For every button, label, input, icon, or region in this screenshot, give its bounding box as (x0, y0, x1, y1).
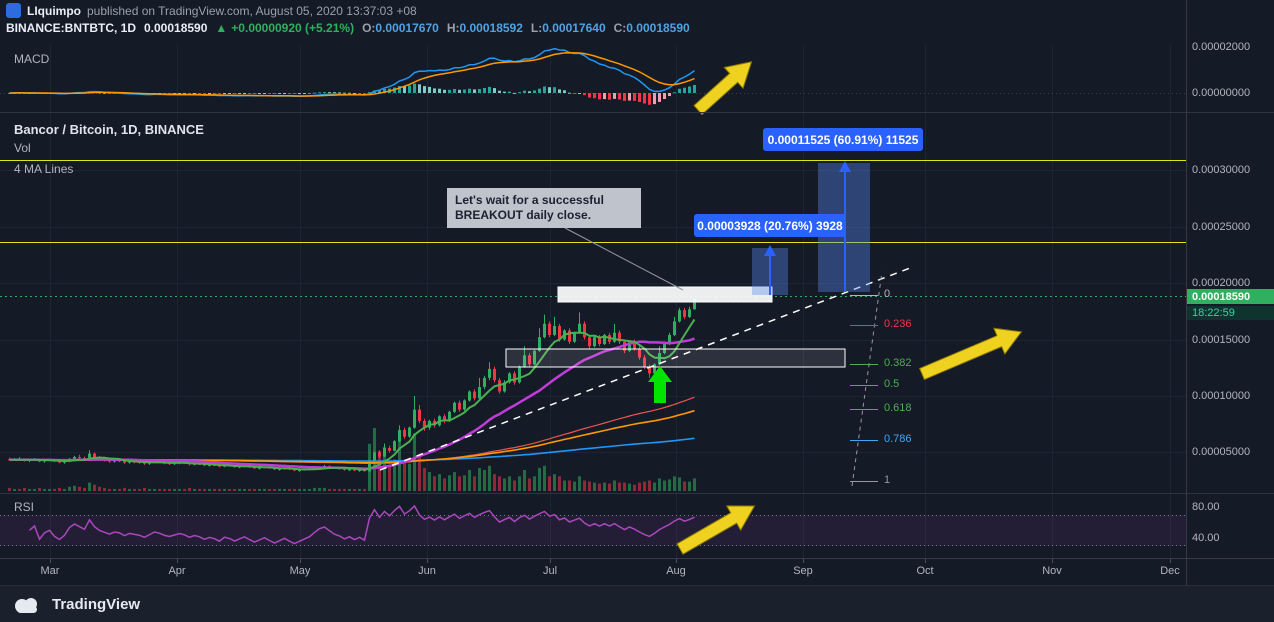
price-range-large-arrowhead-icon (839, 161, 851, 172)
tradingview-brand-text[interactable]: TradingView (52, 596, 141, 613)
time-axis[interactable]: Mar Apr May Jun Jul Aug Sep Oct Nov Dec (0, 558, 1186, 585)
axis-label-price: 0.00030000 (1192, 164, 1251, 176)
yellow-arrow-rsi-icon[interactable] (673, 494, 761, 561)
ma-indicator-label: 4 MA Lines (14, 162, 74, 176)
time-axis-label: Jun (418, 565, 436, 577)
change-text: +0.00000920 (+5.21%) (231, 21, 355, 35)
rsi-panel-label: RSI (14, 500, 35, 514)
rsi-band (0, 515, 1186, 546)
fib-retracement-levels[interactable] (850, 295, 878, 482)
axis-label-rsi-upper: 80.00 (1192, 501, 1220, 513)
fib-trendline[interactable] (851, 271, 883, 487)
callout-line2: BREAKOUT daily close. (455, 208, 592, 222)
axis-label-price: 0.00025000 (1192, 221, 1251, 233)
volume-indicator-label: Vol (14, 141, 31, 155)
price-range-large-label[interactable]: 0.00011525 (60.91%) 11525 (763, 128, 923, 151)
time-axis-label: Oct (916, 565, 934, 577)
candles (8, 298, 696, 472)
last-price-badge: 0.00018590 (1187, 289, 1274, 304)
time-axis-label: Dec (1160, 565, 1180, 577)
price-axis[interactable]: 0.00002000 0.00000000 0.00030000 0.00025… (1186, 0, 1274, 585)
bar-countdown-badge: 18:22:59 (1187, 306, 1274, 320)
axis-label-macd-zero: 0.00000000 (1192, 87, 1251, 99)
time-axis-label: Nov (1042, 565, 1062, 577)
time-axis-label: May (289, 565, 311, 577)
publisher-avatar[interactable] (6, 3, 21, 18)
chart-title: Bancor / Bitcoin, 1D, BINANCE (14, 122, 204, 137)
ohlc-value: 0.00018592 (459, 21, 523, 35)
yellow-arrow-fib-icon[interactable] (917, 319, 1027, 387)
callout-connector-line (564, 227, 684, 291)
publisher-name[interactable]: LIquimpo (27, 3, 81, 18)
axis-label-price: 0.00020000 (1192, 277, 1251, 289)
time-axis-label: Aug (666, 565, 686, 577)
close-value: C:0.00018590 (614, 21, 690, 35)
axis-label-price: 0.00010000 (1192, 390, 1251, 402)
ohlc-value: 0.00017640 (542, 21, 606, 35)
symbol-info-bar: BINANCE:BNTBTC, 1D 0.00018590 ▲ +0.00000… (6, 21, 690, 35)
price-range-small-arrowhead-icon (764, 245, 776, 256)
yellow-arrow-macd-icon[interactable] (689, 51, 761, 120)
ohlc-label: O: (362, 21, 376, 35)
footer-bar: TradingView (0, 585, 1274, 622)
time-axis-label: Mar (40, 565, 60, 577)
price-change: ▲ +0.00000920 (+5.21%) (215, 21, 354, 35)
callout-line1: Let's wait for a successful (455, 193, 604, 207)
macd-plot (8, 47, 696, 105)
moving-average-lines (9, 318, 696, 471)
callout-note[interactable]: Let's wait for a successful BREAKOUT dai… (447, 188, 641, 228)
green-up-arrow-icon[interactable] (648, 366, 672, 403)
resistance-zone-rect[interactable] (557, 286, 773, 303)
axis-label-price: 0.00015000 (1192, 334, 1251, 346)
high-value: H:0.00018592 (447, 21, 523, 35)
price-range-small-label[interactable]: 0.00003928 (20.76%) 3928 (694, 214, 846, 237)
low-value: L:0.00017640 (531, 21, 606, 35)
ohlc-label: H: (446, 21, 460, 35)
macd-panel-label: MACD (14, 52, 50, 66)
axis-label-macd-upper: 0.00002000 (1192, 41, 1251, 53)
open-value: O:0.00017670 (362, 21, 439, 35)
time-axis-label: Sep (793, 565, 813, 577)
ohlc-value: 0.00018590 (626, 21, 690, 35)
rsi-plot (29, 504, 695, 545)
ohlc-label: L: (530, 21, 543, 35)
axis-label-rsi-lower: 40.00 (1192, 532, 1220, 544)
ascending-trendline[interactable] (379, 267, 911, 471)
publish-meta: published on TradingView.com, August 05,… (87, 3, 417, 18)
header-last-price: 0.00018590 (144, 21, 208, 35)
publisher-bar: LIquimpo published on TradingView.com, A… (6, 3, 417, 18)
axis-label-price: 0.00005000 (1192, 446, 1251, 458)
ohlc-value: 0.00017670 (375, 21, 439, 35)
symbol-name[interactable]: BINANCE:BNTBTC, 1D (6, 21, 136, 35)
ohlc-label: C: (613, 21, 627, 35)
time-axis-label: Jul (542, 565, 558, 577)
tradingview-logo-icon[interactable] (10, 594, 44, 616)
up-triangle-icon: ▲ (215, 21, 228, 35)
time-axis-label: Apr (168, 565, 186, 577)
